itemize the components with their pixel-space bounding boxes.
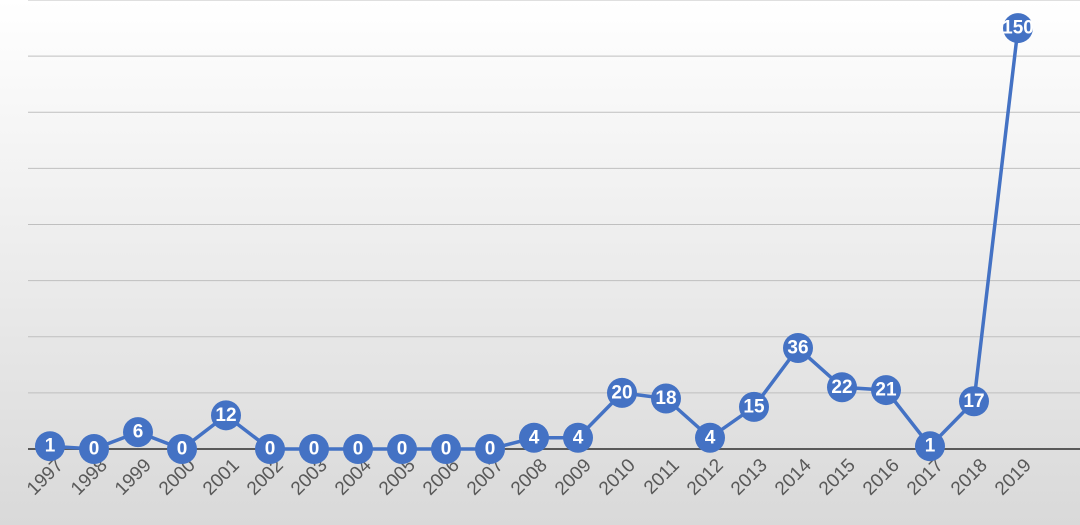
data-point <box>519 422 549 453</box>
data-point <box>255 434 285 464</box>
data-label: 0 <box>177 439 188 460</box>
data-point <box>167 434 197 464</box>
data-point <box>915 431 945 462</box>
data-label: 36 <box>787 337 808 358</box>
data-point <box>211 400 241 431</box>
data-label: 4 <box>705 427 716 448</box>
data-point <box>783 332 813 363</box>
data-point <box>123 417 153 448</box>
data-label: 6 <box>133 422 144 443</box>
data-point <box>739 391 769 422</box>
data-point <box>827 372 857 403</box>
data-point <box>695 422 725 453</box>
data-point <box>475 434 505 464</box>
data-point <box>651 383 681 414</box>
data-label: 22 <box>831 377 852 398</box>
data-label: 0 <box>397 439 408 460</box>
data-label: 21 <box>875 380 897 401</box>
data-point <box>563 422 593 453</box>
data-label: 4 <box>529 427 540 448</box>
data-point <box>79 434 109 464</box>
data-point <box>35 431 65 462</box>
data-point <box>871 375 901 406</box>
data-label: 0 <box>353 439 364 460</box>
data-point <box>299 434 329 464</box>
data-point <box>343 434 373 464</box>
data-point <box>431 434 461 464</box>
data-label: 18 <box>655 388 676 409</box>
data-point <box>387 434 417 464</box>
data-label: 0 <box>309 439 320 460</box>
data-label: 15 <box>743 396 765 417</box>
data-label: 150 <box>1002 18 1034 39</box>
data-label: 0 <box>441 439 452 460</box>
data-label: 1 <box>45 436 56 457</box>
data-label: 17 <box>963 391 984 412</box>
data-point <box>607 377 637 408</box>
data-label: 12 <box>215 405 236 426</box>
data-label: 20 <box>611 382 632 403</box>
data-label: 0 <box>265 439 276 460</box>
data-label: 4 <box>573 427 584 448</box>
data-point <box>1003 13 1033 44</box>
data-label: 1 <box>925 436 936 457</box>
data-point <box>959 386 989 417</box>
data-label: 0 <box>485 439 496 460</box>
data-label: 0 <box>89 439 100 460</box>
